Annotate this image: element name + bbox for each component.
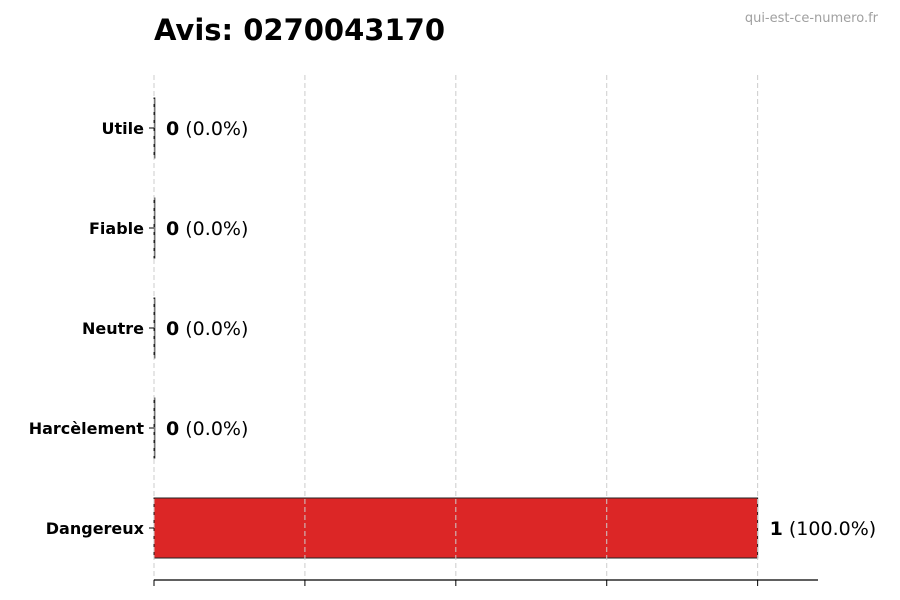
category-label: Utile [102, 119, 145, 138]
value-percent: (0.0%) [179, 418, 248, 440]
value-label: 0 (0.0%) [166, 118, 248, 140]
value-count: 0 [166, 418, 179, 440]
value-label: 0 (0.0%) [166, 318, 248, 340]
value-label: 1 (100.0%) [770, 518, 877, 540]
labels-layer: Utile 0 (0.0%) Fiable 0 (0.0%) Neutre 0 (0.0%… [29, 118, 876, 540]
value-percent: (0.0%) [179, 118, 248, 140]
value-count: 0 [166, 318, 179, 340]
value-label: 0 (0.0%) [166, 218, 248, 240]
value-percent: (100.0%) [783, 518, 876, 540]
chart-title: Avis: 0270043170 [154, 13, 445, 47]
category-label: Fiable [89, 219, 144, 238]
value-count: 1 [770, 518, 783, 540]
grid-layer [153, 75, 759, 580]
category-label: Harcèlement [29, 419, 145, 438]
axes-layer [149, 127, 818, 586]
value-count: 0 [166, 118, 179, 140]
value-percent: (0.0%) [179, 218, 248, 240]
category-label: Neutre [82, 319, 144, 338]
watermark: qui-est-ce-numero.fr [745, 11, 879, 26]
category-label: Dangereux [46, 519, 145, 538]
value-label: 0 (0.0%) [166, 418, 248, 440]
value-percent: (0.0%) [179, 318, 248, 340]
value-count: 0 [166, 218, 179, 240]
